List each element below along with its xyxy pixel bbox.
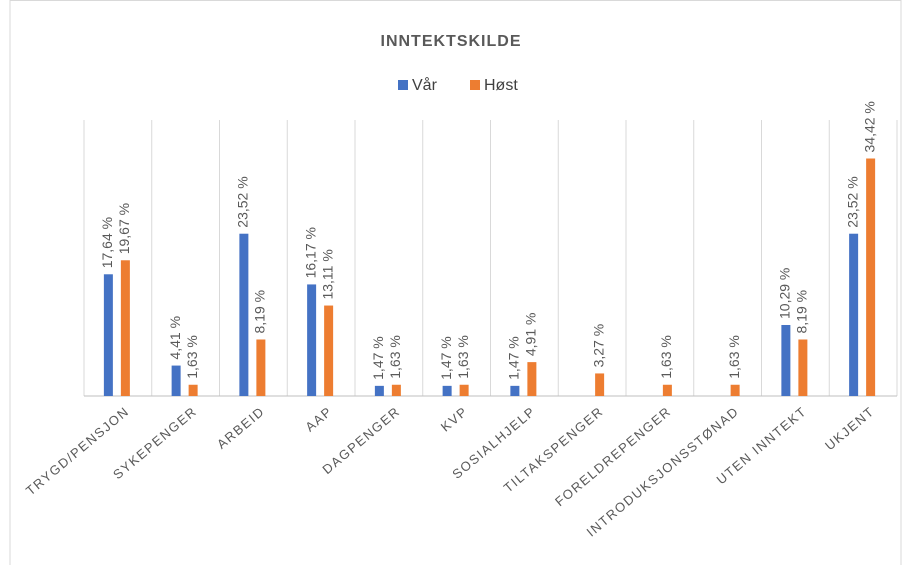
data-label: 1,63 % — [184, 335, 200, 379]
bar — [171, 365, 181, 396]
data-label: 17,64 % — [99, 217, 115, 268]
bar — [510, 385, 520, 396]
bar — [781, 324, 791, 396]
bar — [459, 384, 469, 396]
bar — [527, 362, 537, 396]
data-label: 13,11 % — [319, 249, 335, 299]
bar — [849, 233, 859, 396]
bar — [120, 260, 130, 396]
bar — [324, 305, 334, 396]
data-label: 1,63 % — [726, 335, 742, 379]
data-label: 23,52 % — [844, 176, 860, 227]
bar — [866, 158, 876, 396]
data-label: 1,47 % — [370, 336, 386, 380]
bar — [239, 233, 249, 396]
data-label: 34,42 % — [861, 101, 877, 152]
data-label: 8,19 % — [252, 290, 268, 334]
data-label: 8,19 % — [794, 290, 810, 334]
data-label: 23,52 % — [235, 176, 251, 227]
bar — [662, 384, 672, 396]
data-label: 1,63 % — [387, 335, 403, 379]
data-label: 1,47 % — [438, 336, 454, 380]
data-label: 19,67 % — [116, 203, 132, 254]
bar — [595, 373, 605, 396]
bar — [188, 384, 198, 396]
legend-label: Vår — [412, 76, 438, 94]
data-label: 4,41 % — [167, 316, 183, 360]
bar — [103, 274, 113, 396]
bar — [374, 385, 384, 396]
legend-swatch — [470, 80, 480, 90]
bar — [730, 384, 740, 396]
chart-frame — [9, 0, 902, 565]
data-label: 3,27 % — [590, 324, 606, 368]
legend-swatch — [398, 80, 408, 90]
bar — [391, 384, 401, 396]
bar — [798, 339, 808, 396]
bar — [256, 339, 266, 396]
data-label: 1,63 % — [455, 335, 471, 379]
bar — [307, 284, 317, 396]
data-label: 1,47 % — [506, 336, 522, 380]
data-label: 1,63 % — [658, 335, 674, 379]
data-label: 4,91 % — [523, 313, 539, 357]
chart-title: INNTEKTSKILDE — [381, 33, 522, 50]
data-label: 16,17 % — [302, 227, 318, 278]
bar — [442, 385, 452, 396]
legend-label: Høst — [484, 77, 518, 94]
data-label: 10,29 % — [777, 268, 793, 319]
